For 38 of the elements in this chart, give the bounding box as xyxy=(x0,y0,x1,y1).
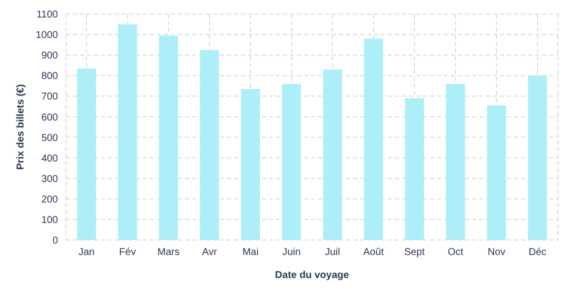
bar xyxy=(282,84,301,240)
y-tick-label: 400 xyxy=(41,153,58,164)
bar xyxy=(118,24,137,240)
y-tick-label: 800 xyxy=(41,71,58,82)
x-axis-title: Date du voyage xyxy=(275,270,350,281)
bar xyxy=(405,98,424,240)
bar xyxy=(200,50,219,240)
y-tick-label: 300 xyxy=(41,174,58,185)
x-tick-label: Août xyxy=(363,247,384,258)
y-axis-title: Prix des billets (€) xyxy=(16,84,27,170)
x-tick-label: Déc xyxy=(528,247,546,258)
x-tick-label: Mai xyxy=(242,247,259,258)
y-tick-label: 900 xyxy=(41,50,58,62)
x-tick-label: Sept xyxy=(404,247,426,258)
bar xyxy=(241,88,260,240)
y-tick-label: 1000 xyxy=(36,30,58,42)
x-tick-label: Oct xyxy=(448,247,464,258)
bar xyxy=(446,84,465,240)
y-tick-label: 200 xyxy=(41,194,58,206)
bar xyxy=(323,69,342,240)
x-tick-label: Avr xyxy=(202,247,218,258)
x-tick-label: Juil xyxy=(324,247,340,258)
y-tick-label: 0 xyxy=(52,236,58,247)
bar xyxy=(487,105,506,240)
bar xyxy=(77,68,96,240)
x-tick-label: Nov xyxy=(488,247,506,258)
y-tick-label: 600 xyxy=(41,112,58,124)
x-tick-label: Juin xyxy=(282,247,301,258)
bar xyxy=(159,36,178,240)
x-tick-label: Jan xyxy=(78,247,95,258)
x-tick-label: Mars xyxy=(157,247,180,258)
bar xyxy=(528,76,547,240)
x-tick-label: Fév xyxy=(119,247,136,258)
y-tick-label: 700 xyxy=(41,92,58,103)
y-tick-label: 1100 xyxy=(36,10,58,21)
y-tick-label: 100 xyxy=(41,215,58,226)
bar xyxy=(364,38,383,240)
y-tick-label: 500 xyxy=(41,132,58,144)
